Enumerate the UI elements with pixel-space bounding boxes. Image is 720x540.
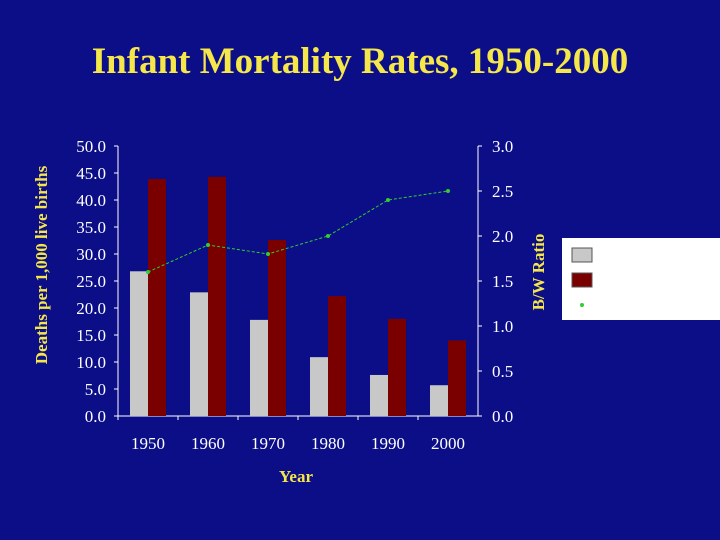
y2-tick-label: 0.0 — [492, 407, 513, 426]
y-tick-label: 30.0 — [76, 245, 106, 264]
chart-bars — [130, 176, 466, 416]
y-tick-label: 35.0 — [76, 218, 106, 237]
y2-tick-label: 2.5 — [492, 182, 513, 201]
y-tick-label: 10.0 — [76, 353, 106, 372]
bar-white — [190, 292, 208, 416]
ratio-point — [326, 234, 330, 238]
y2-axis-title: B/W Ratio — [529, 234, 548, 311]
y-tick-label: 45.0 — [76, 164, 106, 183]
chart-legend: White Black B/W Ratio — [562, 238, 720, 320]
ratio-line — [147, 190, 449, 273]
x-tick-label: 1950 — [131, 434, 165, 453]
ratio-point — [206, 243, 210, 247]
bar-black — [328, 296, 346, 416]
y2-tick-label: 0.5 — [492, 362, 513, 381]
x-tick-label: 1970 — [251, 434, 285, 453]
legend-label-black: Black — [600, 272, 642, 291]
legend-swatch-white — [571, 247, 593, 263]
legend-swatch-black — [571, 272, 593, 288]
bar-white — [310, 357, 328, 416]
chart-ticks: 0.0 5.0 10.0 15.0 20.0 25.0 30.0 35.0 40.0 45.0 50… — [76, 137, 513, 453]
bar-black — [388, 318, 406, 416]
bar-black — [268, 239, 286, 416]
x-tick-label: 1980 — [311, 434, 345, 453]
x-tick-label: 1960 — [191, 434, 225, 453]
x-axis-title: Year — [279, 467, 313, 486]
ratio-point — [146, 270, 150, 274]
bar-white — [130, 271, 148, 416]
ratio-point — [266, 252, 270, 256]
x-tick-label: 1990 — [371, 434, 405, 453]
y2-tick-label: 3.0 — [492, 137, 513, 156]
y-tick-label: 40.0 — [76, 191, 106, 210]
chart-axes — [114, 145, 482, 420]
y-tick-label: 15.0 — [76, 326, 106, 345]
y-tick-label: 0.0 — [85, 407, 106, 426]
y-tick-label: 5.0 — [85, 380, 106, 399]
bar-white — [430, 385, 448, 416]
bar-white — [250, 319, 268, 416]
ratio-point — [446, 189, 450, 193]
legend-marker-ratio — [580, 303, 584, 307]
y2-tick-label: 1.5 — [492, 272, 513, 291]
x-tick-label: 2000 — [431, 434, 465, 453]
legend-label-ratio: B/W Ratio — [600, 297, 677, 316]
bar-black — [148, 178, 166, 416]
y-tick-label: 25.0 — [76, 272, 106, 291]
y-tick-label: 50.0 — [76, 137, 106, 156]
y2-tick-label: 2.0 — [492, 227, 513, 246]
bar-black — [208, 176, 226, 416]
ratio-point — [386, 198, 390, 202]
y-tick-label: 20.0 — [76, 299, 106, 318]
ratio-line-series — [146, 189, 450, 274]
bar-black — [448, 340, 466, 416]
y-axis-title: Deaths per 1,000 live births — [32, 165, 51, 364]
legend-label-white: White — [600, 247, 645, 266]
y2-tick-label: 1.0 — [492, 317, 513, 336]
bar-white — [370, 374, 388, 416]
chart-title: Infant Mortality Rates, 1950-2000 — [91, 41, 629, 82]
